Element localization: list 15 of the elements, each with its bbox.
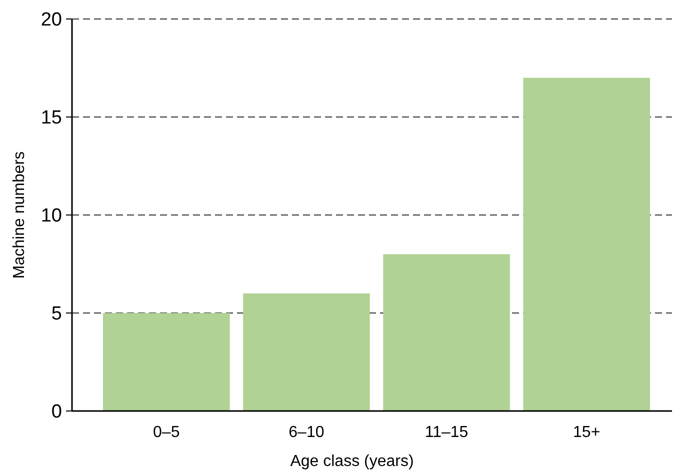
y-tick-label: 5 [51, 304, 62, 325]
y-tick-label: 0 [51, 402, 62, 423]
bar [383, 254, 510, 411]
x-tick-label: 11–15 [424, 424, 468, 441]
y-tick-label: 20 [40, 10, 62, 31]
y-tick-label: 10 [40, 206, 62, 227]
bar [243, 293, 370, 411]
bar [523, 78, 650, 411]
y-axis-title: Machine numbers [11, 151, 28, 279]
y-tick-label: 15 [40, 108, 62, 129]
x-tick-label: 15+ [573, 424, 600, 441]
x-tick-label: 6–10 [288, 424, 324, 441]
x-tick-label: 0–5 [153, 424, 180, 441]
x-axis-title: Age class (years) [290, 453, 414, 470]
bar [103, 313, 230, 411]
